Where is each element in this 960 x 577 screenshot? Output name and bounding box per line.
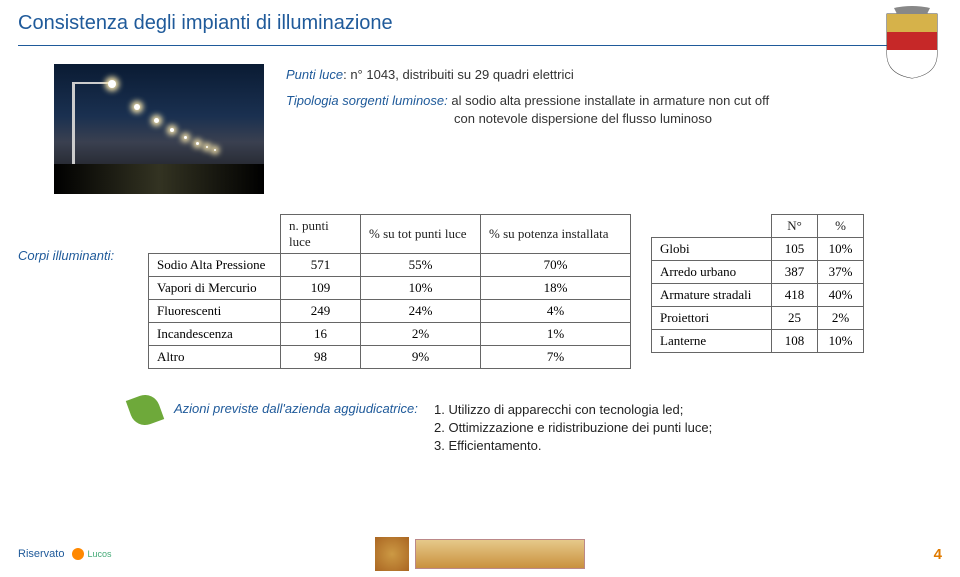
col-header: % — [818, 215, 864, 238]
summary-text: Punti luce: n° 1043, distribuiti su 29 q… — [286, 64, 769, 194]
table-row: Globi10510% — [652, 238, 864, 261]
tipologia-label: Tipologia sorgenti luminose: — [286, 93, 448, 108]
punti-luce-value: : n° 1043, distribuiti su 29 quadri elet… — [343, 67, 574, 82]
leaf-icon — [126, 391, 164, 429]
table-row: N° % — [652, 215, 864, 238]
punti-luce-label: Punti luce — [286, 67, 343, 82]
page-title: Consistenza degli impianti di illuminazi… — [18, 12, 960, 35]
table-row: Proiettori252% — [652, 307, 864, 330]
table-row: Arredo urbano38737% — [652, 261, 864, 284]
riservato-label: Riservato — [18, 548, 64, 560]
table-row: Vapori di Mercurio10910%18% — [149, 277, 631, 300]
actions-label: Azioni previste dall'azienda aggiudicatr… — [174, 395, 420, 416]
list-item: 1. Utilizzo di apparecchi con tecnologia… — [434, 401, 712, 419]
table-row: Altro989%7% — [149, 346, 631, 369]
corpi-illuminanti-label: Corpi illuminanti: — [18, 214, 128, 263]
list-item: 2. Ottimizzazione e ridistribuzione dei … — [434, 419, 712, 437]
list-item: 3. Efficientamento. — [434, 437, 712, 455]
col-header: % su tot punti luce — [361, 215, 481, 254]
footer: Riservato Lucos 4 — [0, 531, 960, 577]
municipal-crest-icon — [882, 6, 942, 80]
lucos-logo: Lucos — [72, 542, 132, 566]
table-row: Lanterne10810% — [652, 330, 864, 353]
actions-list: 1. Utilizzo di apparecchi con tecnologia… — [434, 395, 712, 456]
col-header: % su potenza installata — [481, 215, 631, 254]
page-number: 4 — [934, 546, 942, 563]
fixture-type-table: N° % Globi10510% Arredo urbano38737% Arm… — [651, 214, 864, 353]
streetlight-photo — [54, 64, 264, 194]
tipologia-value-2: con notevole dispersione del flusso lumi… — [454, 111, 712, 126]
col-header: N° — [772, 215, 818, 238]
table-row: Fluorescenti24924%4% — [149, 300, 631, 323]
lamp-type-table: n. punti luce % su tot punti luce % su p… — [148, 214, 631, 369]
table-row: n. punti luce % su tot punti luce % su p… — [149, 215, 631, 254]
table-row: Sodio Alta Pressione57155%70% — [149, 254, 631, 277]
table-row: Armature stradali41840% — [652, 284, 864, 307]
table-row: Incandescenza162%1% — [149, 323, 631, 346]
footer-crest — [375, 537, 585, 571]
tipologia-value: al sodio alta pressione installate in ar… — [448, 93, 769, 108]
col-header: n. punti luce — [281, 215, 361, 254]
